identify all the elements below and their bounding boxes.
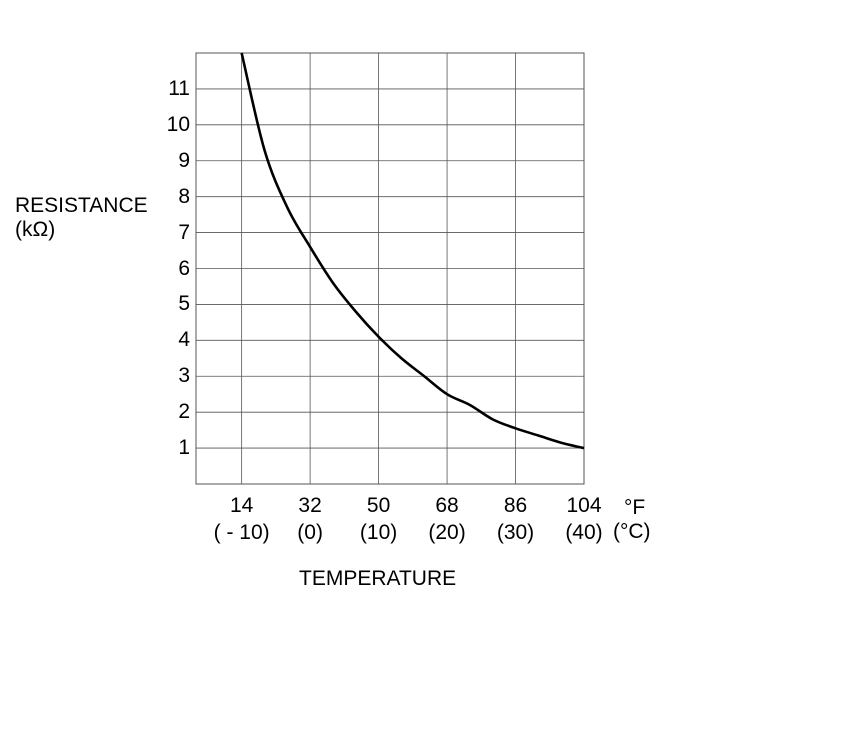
- y-tick-label: 7: [178, 220, 190, 244]
- y-tick-label: 3: [178, 364, 190, 388]
- x-tick-label-fahrenheit: 50: [366, 494, 391, 517]
- x-axis-title: TEMPERATURE: [299, 567, 457, 590]
- x-unit-secondary: (°C): [613, 520, 651, 543]
- x-tick-label-celsius: (30): [496, 521, 535, 544]
- resistance-curve: [240, 52, 585, 450]
- grid-lines: [195, 52, 585, 485]
- x-tick-label-fahrenheit: 86: [503, 494, 528, 517]
- x-tick-label-celsius: (10): [359, 521, 398, 544]
- y-tick-label: 8: [178, 184, 190, 208]
- y-tick-label: 10: [166, 112, 190, 136]
- y-tick-label: 11: [168, 76, 190, 100]
- y-tick-label: 5: [178, 292, 190, 316]
- y-axis-title: RESISTANCE (kΩ): [15, 194, 148, 242]
- x-unit-primary: °F: [624, 496, 646, 519]
- y-tick-label: 1: [178, 436, 190, 460]
- x-tick-label-celsius: ( - 10): [213, 521, 270, 544]
- y-axis-title-line1: RESISTANCE: [15, 194, 148, 217]
- x-tick-label-celsius: (40): [565, 521, 603, 544]
- y-tick-label: 2: [178, 400, 190, 424]
- x-tick-label-fahrenheit: 14: [229, 494, 254, 517]
- y-tick-label: 4: [178, 328, 190, 352]
- x-tick-label-fahrenheit: 68: [435, 494, 459, 517]
- x-tick-label-fahrenheit: 32: [298, 494, 322, 517]
- y-tick-label: 6: [178, 256, 190, 280]
- y-tick-label: 9: [178, 148, 190, 172]
- x-tick-label-fahrenheit: 104: [566, 494, 602, 517]
- x-tick-label-celsius: (0): [297, 521, 323, 544]
- y-axis-title-line2: (kΩ): [15, 218, 56, 241]
- x-tick-label-celsius: (20): [428, 521, 466, 544]
- curve-layer: [240, 52, 585, 450]
